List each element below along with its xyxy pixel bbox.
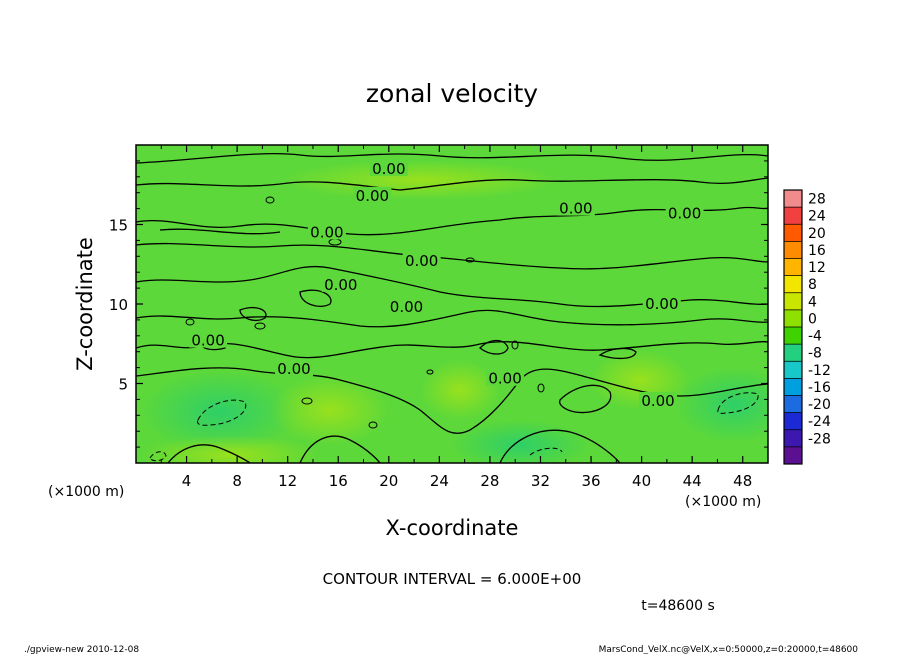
field-patch [420,360,500,420]
colorbar-label: 0 [808,311,817,327]
colorbar-segment [784,446,802,465]
contour-label: 0.00 [668,204,701,222]
colorbar-label: -20 [808,397,831,413]
x-tick-label: 32 [531,472,550,490]
x-tick-label: 40 [632,472,651,490]
colorbar-label: -24 [808,414,831,430]
time-label: t=48600 s [641,598,715,614]
contour-label-bg [665,204,704,221]
contour-interval-text: CONTOUR INTERVAL = 6.000E+00 [323,570,582,588]
colorbar-segment [784,309,802,328]
contour-label-bg [556,199,595,216]
x-tick-label: 12 [278,472,297,490]
x-tick-label: 48 [733,472,752,490]
x-axis-label: X-coordinate [386,516,519,540]
colorbar-label: 8 [808,277,817,293]
contour-label-bg [639,391,678,408]
x-axis: 4 8 12 16 20 24 28 32 36 40 44 48 [160,145,752,490]
field-patch [140,435,320,463]
colorbar-segment [784,241,802,259]
x-tick-label: 28 [480,472,499,490]
contour-label-bg [275,360,313,377]
contour-label: 0.00 [372,160,405,178]
x-tick-label: 36 [581,472,600,490]
y-tick-label: 10 [109,296,128,314]
x-unit-label-left: (×1000 m) [48,484,124,500]
colorbar-segment [784,412,802,431]
colorbar-label: -28 [808,431,831,447]
colorbar-label: 24 [808,209,826,225]
colorbar-segment [784,292,802,311]
contour-label: 0.00 [356,187,389,205]
contour-label: 0.00 [324,276,357,294]
contour-label: 0.00 [277,360,310,378]
colorbar-segment [784,275,802,294]
x-tick-label: 16 [329,472,348,490]
colorbar-label: 16 [808,243,826,259]
y-tick-label: 5 [118,376,128,394]
colorbar-label: 20 [808,226,826,242]
colorbar-label: 12 [808,260,826,276]
colorbar-segment [784,224,802,242]
contour-label: 0.00 [405,252,438,270]
contour-label: 0.00 [559,200,592,218]
contour-label: 0.00 [488,370,521,388]
contour-label-bg [189,331,228,348]
colorbar-label: -12 [808,363,831,379]
x-tick-label: 44 [683,472,702,490]
x-tick-label: 20 [379,472,398,490]
contour-label-bg [353,186,392,203]
colorbar-segment [784,190,802,208]
colorbar-segment [784,429,802,448]
contour-label-bg [321,275,360,292]
field-patch [270,375,390,445]
y-axis: 5 10 15 [109,160,768,448]
contour-label-bg [486,369,525,386]
field-patch [140,370,300,454]
colorbar-label: -16 [808,380,831,396]
contour-label-bg [387,298,426,315]
colorbar-segment [784,361,802,379]
x-tick-label: 8 [232,472,242,490]
plot-area: 0.00 0.00 0.00 0.00 0.00 0.00 0.00 0.00 0.00 0.00… [136,145,768,463]
y-tick-label: 15 [109,217,128,235]
colorbar-segment [784,378,802,396]
colorbar-segment [784,344,802,362]
footer-right: MarsCond_VelX.nc@VelX,x=0:50000,z=0:2000… [599,645,859,654]
field-patch [675,367,768,443]
contour-label: 0.00 [641,392,674,410]
contour-label: 0.00 [390,298,423,316]
x-tick-label: 4 [182,472,192,490]
colorbar-segment [784,207,802,225]
contour-label: 0.00 [191,332,224,350]
contour-label-bg [369,159,408,176]
field-patch [280,160,560,200]
x-unit-label-right: (×1000 m) [685,494,761,510]
x-tick-label: 24 [430,472,449,490]
colorbar-label: 4 [808,294,817,310]
colorbar-label: -8 [808,346,822,362]
colorbar-segment [784,258,802,277]
colorbar-label: -4 [808,329,822,345]
contour-label: 0.00 [645,295,678,313]
footer-left: ./gpview-new 2010-12-08 [24,645,139,654]
colorbar-segment [784,327,802,345]
contour-labels: 0.00 0.00 0.00 0.00 0.00 0.00 0.00 0.00 0.00 0.00… [189,159,704,410]
contour-label-bg [402,252,441,269]
negative-contours [149,392,759,462]
colorbar-label: 28 [808,192,826,208]
chart-title: zonal velocity [366,79,538,108]
colorbar-segment [784,395,802,414]
contour-label-bg [307,223,346,240]
y-axis-label: Z-coordinate [73,237,97,371]
contour-label: 0.00 [310,223,343,241]
contour-label-bg [642,295,681,311]
